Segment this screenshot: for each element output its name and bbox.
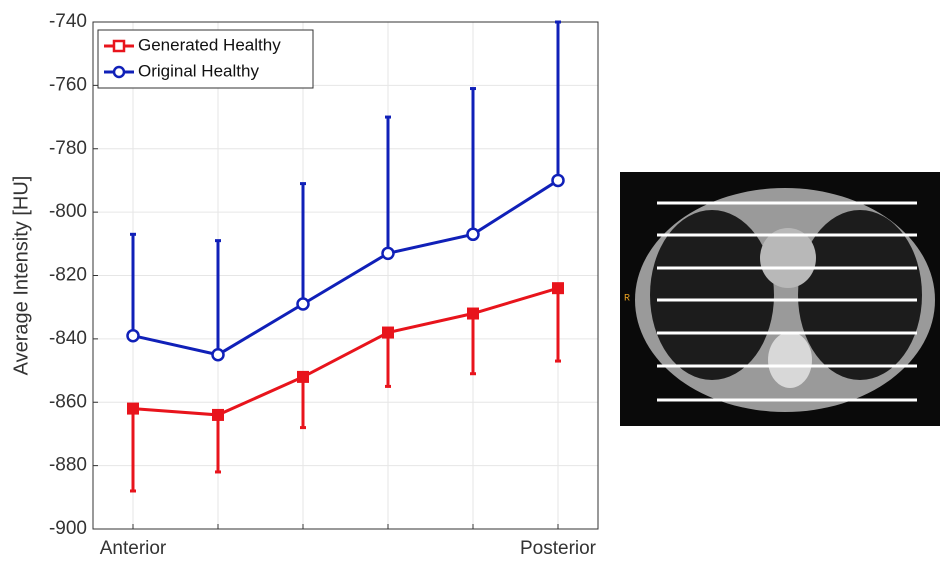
legend-label: Original Healthy	[138, 61, 259, 80]
marker	[467, 308, 479, 320]
ct-side-label: R	[624, 294, 630, 305]
marker	[553, 175, 564, 186]
y-tick-label: -760	[49, 74, 87, 95]
y-tick-label: -880	[49, 455, 87, 476]
marker	[128, 330, 139, 341]
marker	[298, 299, 309, 310]
legend-marker	[114, 67, 124, 77]
marker	[382, 327, 394, 339]
marker	[468, 229, 479, 240]
series-line	[133, 180, 558, 354]
chart: R -900 -880 -860 -840 -820 -800 -780 -760 -740 An…	[0, 0, 940, 558]
y-tick-label: -820	[49, 265, 87, 286]
marker	[383, 248, 394, 259]
y-tick-label: -740	[49, 11, 87, 32]
y-tick-label: -860	[49, 391, 87, 412]
series-line	[133, 288, 558, 415]
x-tick-label: Posterior	[520, 538, 597, 558]
y-tick-label: -840	[49, 328, 87, 349]
ct-heart	[760, 228, 816, 288]
legend: Generated Healthy Original Healthy	[98, 30, 313, 88]
x-tick-label: Anterior	[100, 538, 167, 558]
legend-label: Generated Healthy	[138, 35, 281, 54]
series	[127, 282, 564, 491]
marker	[127, 403, 139, 415]
page: R -900 -880 -860 -840 -820 -800 -780 -760 -740 An…	[0, 0, 940, 558]
marker	[552, 282, 564, 294]
y-tick-label: -780	[49, 138, 87, 159]
y-tick-label: -900	[49, 518, 87, 539]
y-tick-label: -800	[49, 201, 87, 222]
legend-marker	[114, 41, 124, 51]
ct-spine	[768, 332, 812, 388]
marker	[297, 371, 309, 383]
y-axis-label: Average Intensity [HU]	[10, 176, 32, 376]
marker	[212, 409, 224, 421]
ct-image: R	[620, 172, 940, 426]
marker	[213, 349, 224, 360]
